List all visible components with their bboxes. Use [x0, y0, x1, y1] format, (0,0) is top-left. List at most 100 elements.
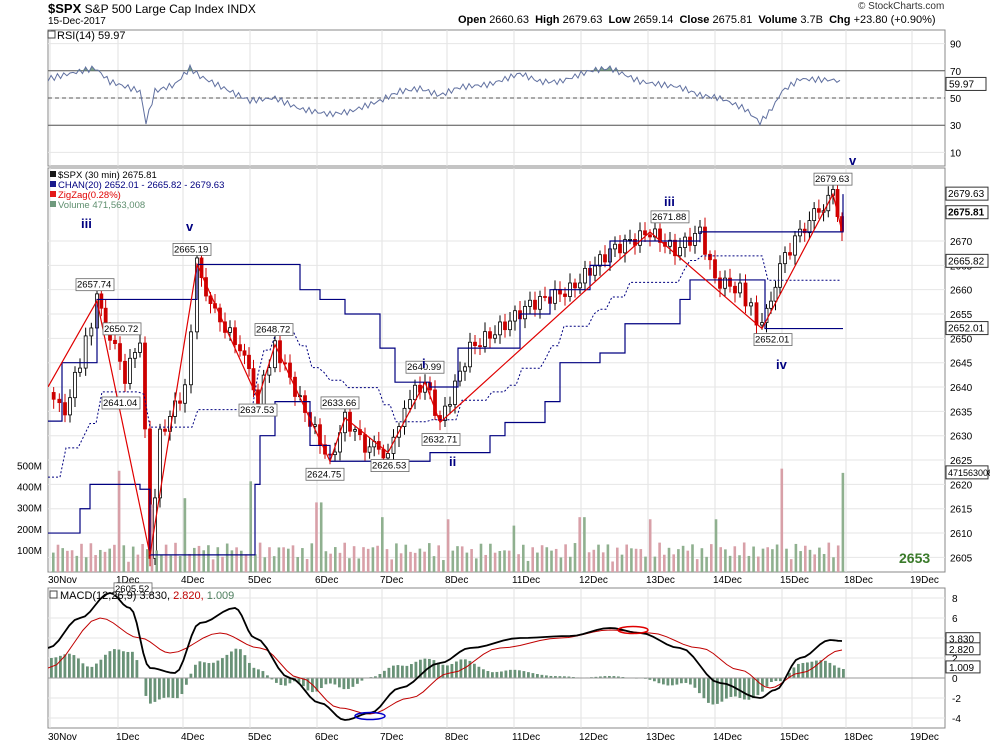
volume-bar — [282, 547, 285, 572]
channel-upper — [48, 194, 844, 422]
volume-bar — [70, 550, 74, 572]
macd-histogram-bar — [446, 665, 449, 678]
rsi-tick-label: 70 — [950, 67, 962, 78]
wave-label: iv — [776, 357, 788, 372]
price-last-label: 2665.82 — [948, 256, 985, 267]
price-candle-body — [523, 306, 527, 320]
price-tick-label: 2625 — [950, 456, 973, 467]
point-label: 2637.53 — [240, 405, 274, 416]
price-candle-body — [133, 352, 137, 359]
macd-histogram-bar — [117, 649, 121, 678]
price-candle-body — [678, 247, 682, 257]
macd-histogram-bar — [194, 664, 197, 678]
x-tick-label: 18Dec — [844, 732, 873, 743]
price-candle-body — [553, 288, 557, 304]
price-candle-body — [754, 302, 759, 326]
close-label: Close — [679, 14, 710, 26]
zigzag-line — [48, 192, 843, 556]
symbol: $SPX — [48, 1, 82, 16]
volume-bar — [573, 543, 577, 572]
macd-histogram-bar — [95, 663, 98, 678]
volume-bar — [395, 543, 398, 572]
brand[interactable]: © StockCharts.com — [858, 1, 945, 12]
price-candle-body — [153, 497, 157, 559]
price-candle-body — [138, 342, 142, 353]
rsi-tick-label: 50 — [950, 94, 962, 105]
macd-histogram-bar — [486, 671, 490, 678]
price-candle-body — [749, 302, 753, 307]
macd-histogram-bar — [315, 678, 319, 692]
price-candle-body — [708, 253, 712, 261]
volume-bar — [766, 547, 769, 572]
macd-histogram-bar — [387, 667, 391, 678]
volume-bar — [498, 551, 502, 572]
macd-histogram-bar — [86, 666, 89, 678]
volume-bar — [84, 557, 88, 572]
macd-histogram-bar — [50, 658, 53, 678]
volume-bar — [230, 550, 234, 572]
macd-last-box — [945, 642, 981, 656]
macd-histogram-bar — [707, 678, 710, 703]
volume-bar — [818, 547, 821, 572]
volume-bar — [80, 543, 83, 572]
volume-bar — [771, 549, 774, 572]
macd-histogram-bar — [131, 651, 134, 678]
price-candle-body — [723, 277, 727, 289]
volume-bar — [193, 547, 196, 572]
x-tick-label: 7Dec — [380, 732, 403, 743]
x-tick-label: 13Dec — [646, 732, 675, 743]
volume-tick-label: 100M — [17, 546, 42, 557]
price-candle-body — [693, 233, 697, 246]
volume-bar — [681, 545, 685, 572]
volume-bar — [348, 558, 351, 572]
price-candle-body — [408, 399, 412, 409]
volume-bar — [319, 502, 323, 572]
macd-histogram-bar — [738, 678, 742, 698]
macd-histogram-bar — [347, 678, 350, 689]
price-candle-body — [618, 243, 622, 254]
price-candle-body — [802, 228, 807, 234]
price-candle-body — [513, 310, 517, 322]
macd-histogram-bar — [243, 655, 247, 678]
volume-bar — [587, 552, 591, 572]
price-tick-label: 2640 — [950, 383, 973, 394]
rsi-tick-label: 30 — [950, 121, 962, 132]
macd-histogram-bar — [320, 678, 323, 688]
price-last-box — [945, 253, 989, 268]
x-tick-label: 5Dec — [248, 732, 271, 743]
macd-legend: MACD(12,26,9) 3.830, 2.820, 1.009 — [60, 590, 234, 602]
rsi-line — [48, 63, 841, 127]
volume-bar — [432, 556, 436, 572]
macd-histogram-bar — [617, 676, 620, 678]
price-candle-body — [238, 344, 242, 352]
price-candle-body — [728, 277, 732, 287]
price-candle-body — [367, 446, 372, 453]
macd-tick-label: 2 — [952, 654, 958, 665]
macd-signal-line — [48, 617, 843, 715]
volume-bar — [338, 552, 342, 572]
x-tick-label: 18Dec — [844, 575, 873, 586]
chg-label: Chg — [829, 14, 851, 26]
volume-bar — [94, 555, 97, 572]
volume-bar — [334, 547, 337, 572]
volume-bar — [56, 544, 60, 572]
chart-date: 15-Dec-2017 — [48, 16, 106, 27]
price-legend-entry: CHAN(20) 2652.01 - 2665.82 - 2679.63 — [58, 180, 224, 191]
volume-bar — [418, 548, 422, 572]
volume-bar — [724, 549, 727, 572]
volume-last-label: 471563008 — [948, 468, 990, 478]
macd-highlight-ellipse — [354, 711, 386, 721]
macd-histogram-bar — [203, 662, 206, 678]
macd-histogram-bar — [284, 678, 287, 686]
price-tick-label: 2610 — [950, 529, 973, 540]
price-candle-body — [318, 424, 322, 446]
volume-bar — [451, 550, 455, 572]
macd-histogram-bar — [468, 660, 472, 678]
volume-bar — [366, 548, 370, 572]
volume-bar — [832, 557, 835, 572]
volume-bar — [174, 542, 177, 572]
volume-bar — [409, 551, 412, 572]
x-tick-label: 14Dec — [713, 575, 742, 586]
volume-bar — [634, 548, 638, 572]
